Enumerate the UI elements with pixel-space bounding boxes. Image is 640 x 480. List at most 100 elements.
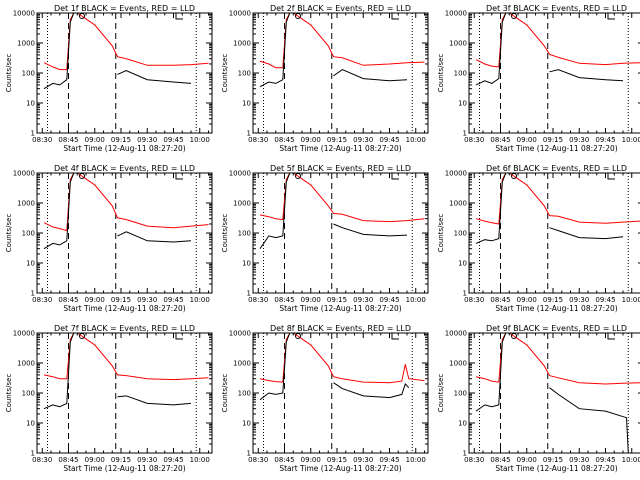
y-axis-label: Counts/sec xyxy=(437,374,445,413)
x-tick-label: 09:15 xyxy=(327,296,347,304)
detector-panel-4: 1 10 100 1000 10000 08:30 08:45 09:00 09:15 09:30… xyxy=(5,164,213,313)
series-events-line xyxy=(259,13,408,88)
x-tick-label: 09:45 xyxy=(163,136,183,144)
y-axis-label: Counts/sec xyxy=(5,214,13,253)
x-tick-label: 10:00 xyxy=(190,456,210,464)
x-tick-label: 09:15 xyxy=(543,296,563,304)
y-tick-label: 10 xyxy=(242,100,251,108)
y-tick-label: 1 xyxy=(463,130,467,138)
x-tick-label: 09:15 xyxy=(111,136,131,144)
y-tick-label: 10000 xyxy=(445,330,467,338)
y-tick-label: 10 xyxy=(458,420,467,428)
x-tick-label: 09:45 xyxy=(163,456,183,464)
y-tick-label: 10 xyxy=(458,260,467,268)
x-tick-label: 09:30 xyxy=(569,136,589,144)
x-tick-label: 09:30 xyxy=(353,296,373,304)
top-circle-marker xyxy=(511,13,517,19)
series-events-line xyxy=(43,333,192,410)
x-tick-label: 09:15 xyxy=(111,296,131,304)
x-axis-label: Start Time (12-Aug-11 08:27:20) xyxy=(495,304,617,313)
top-circle-marker xyxy=(295,173,301,179)
y-tick-label: 10 xyxy=(26,420,35,428)
y-tick-label: 1 xyxy=(463,290,467,298)
x-tick-label: 10:00 xyxy=(622,456,640,464)
detector-panel-8: 1 10 100 1000 10000 08:30 08:45 09:00 09:15 09:30… xyxy=(221,324,429,473)
x-tick-label: 08:45 xyxy=(274,136,294,144)
x-tick-label: 08:45 xyxy=(274,296,294,304)
x-tick-label: 09:00 xyxy=(85,136,105,144)
y-tick-label: 1 xyxy=(247,450,251,458)
top-corner-marker xyxy=(391,13,399,20)
x-axis-label: Start Time (12-Aug-11 08:27:20) xyxy=(63,144,185,153)
x-tick-label: 10:00 xyxy=(190,296,210,304)
series-events-line xyxy=(475,173,624,244)
y-tick-label: 1000 xyxy=(17,40,35,48)
x-tick-label: 10:00 xyxy=(406,136,426,144)
y-tick-label: 10 xyxy=(242,260,251,268)
x-tick-label: 08:45 xyxy=(58,456,78,464)
y-axis-label: Counts/sec xyxy=(5,374,13,413)
y-tick-label: 1 xyxy=(31,130,35,138)
y-axis-label: Counts/sec xyxy=(221,374,229,413)
top-corner-marker xyxy=(607,13,615,20)
x-tick-label: 10:00 xyxy=(622,136,640,144)
x-tick-label: 08:45 xyxy=(490,456,510,464)
x-tick-label: 08:30 xyxy=(32,456,52,464)
x-tick-label: 09:30 xyxy=(353,136,373,144)
x-tick-label: 08:30 xyxy=(248,136,268,144)
y-tick-label: 10 xyxy=(458,100,467,108)
y-tick-label: 1 xyxy=(31,450,35,458)
top-circle-marker xyxy=(511,333,517,339)
x-tick-label: 09:00 xyxy=(301,136,321,144)
detector-panel-2: 1 10 100 1000 10000 08:30 08:45 09:00 09:15 09:30… xyxy=(221,4,429,153)
x-tick-label: 08:45 xyxy=(58,136,78,144)
x-tick-label: 09:15 xyxy=(327,136,347,144)
top-corner-marker xyxy=(391,173,399,180)
y-tick-label: 1000 xyxy=(449,40,467,48)
series-lld-line xyxy=(259,13,425,69)
x-tick-label: 10:00 xyxy=(406,456,426,464)
x-tick-label: 09:15 xyxy=(543,456,563,464)
y-tick-label: 10 xyxy=(26,260,35,268)
detector-panel-1: 1 10 100 1000 10000 08:30 08:45 09:00 09:15 09:30… xyxy=(5,4,213,153)
y-tick-label: 100 xyxy=(22,390,35,398)
panel-title: Det 5f BLACK = Events, RED = LLD xyxy=(270,164,411,173)
x-tick-label: 09:45 xyxy=(379,136,399,144)
y-tick-label: 10000 xyxy=(229,170,251,178)
y-tick-label: 1 xyxy=(247,290,251,298)
y-axis-label: Counts/sec xyxy=(437,214,445,253)
x-tick-label: 09:30 xyxy=(137,136,157,144)
x-tick-label: 09:15 xyxy=(327,456,347,464)
y-tick-label: 10000 xyxy=(13,170,35,178)
x-tick-label: 08:30 xyxy=(248,296,268,304)
series-lld-line xyxy=(259,333,425,384)
panel-title: Det 6f BLACK = Events, RED = LLD xyxy=(486,164,627,173)
x-axis-label: Start Time (12-Aug-11 08:27:20) xyxy=(495,464,617,473)
y-tick-label: 10000 xyxy=(13,10,35,18)
x-axis-label: Start Time (12-Aug-11 08:27:20) xyxy=(63,464,185,473)
x-tick-label: 08:45 xyxy=(490,136,510,144)
y-axis-label: Counts/sec xyxy=(437,54,445,93)
x-tick-label: 10:00 xyxy=(190,136,210,144)
y-tick-label: 10000 xyxy=(445,170,467,178)
x-tick-label: 09:45 xyxy=(379,296,399,304)
y-tick-label: 1000 xyxy=(449,360,467,368)
top-circle-marker xyxy=(295,333,301,339)
x-tick-label: 09:30 xyxy=(569,456,589,464)
top-corner-marker xyxy=(175,13,183,20)
top-corner-marker xyxy=(391,333,399,340)
x-tick-label: 09:45 xyxy=(595,296,615,304)
y-tick-label: 1000 xyxy=(449,200,467,208)
x-tick-label: 09:15 xyxy=(111,456,131,464)
series-events-line xyxy=(259,173,408,249)
x-tick-label: 09:00 xyxy=(517,296,537,304)
series-events-line xyxy=(43,13,192,90)
series-lld-line xyxy=(43,173,209,232)
panel-title: Det 7f BLACK = Events, RED = LLD xyxy=(54,324,195,333)
x-tick-label: 08:45 xyxy=(58,296,78,304)
x-axis-label: Start Time (12-Aug-11 08:27:20) xyxy=(279,464,401,473)
x-tick-label: 08:30 xyxy=(32,296,52,304)
y-tick-label: 10 xyxy=(242,420,251,428)
